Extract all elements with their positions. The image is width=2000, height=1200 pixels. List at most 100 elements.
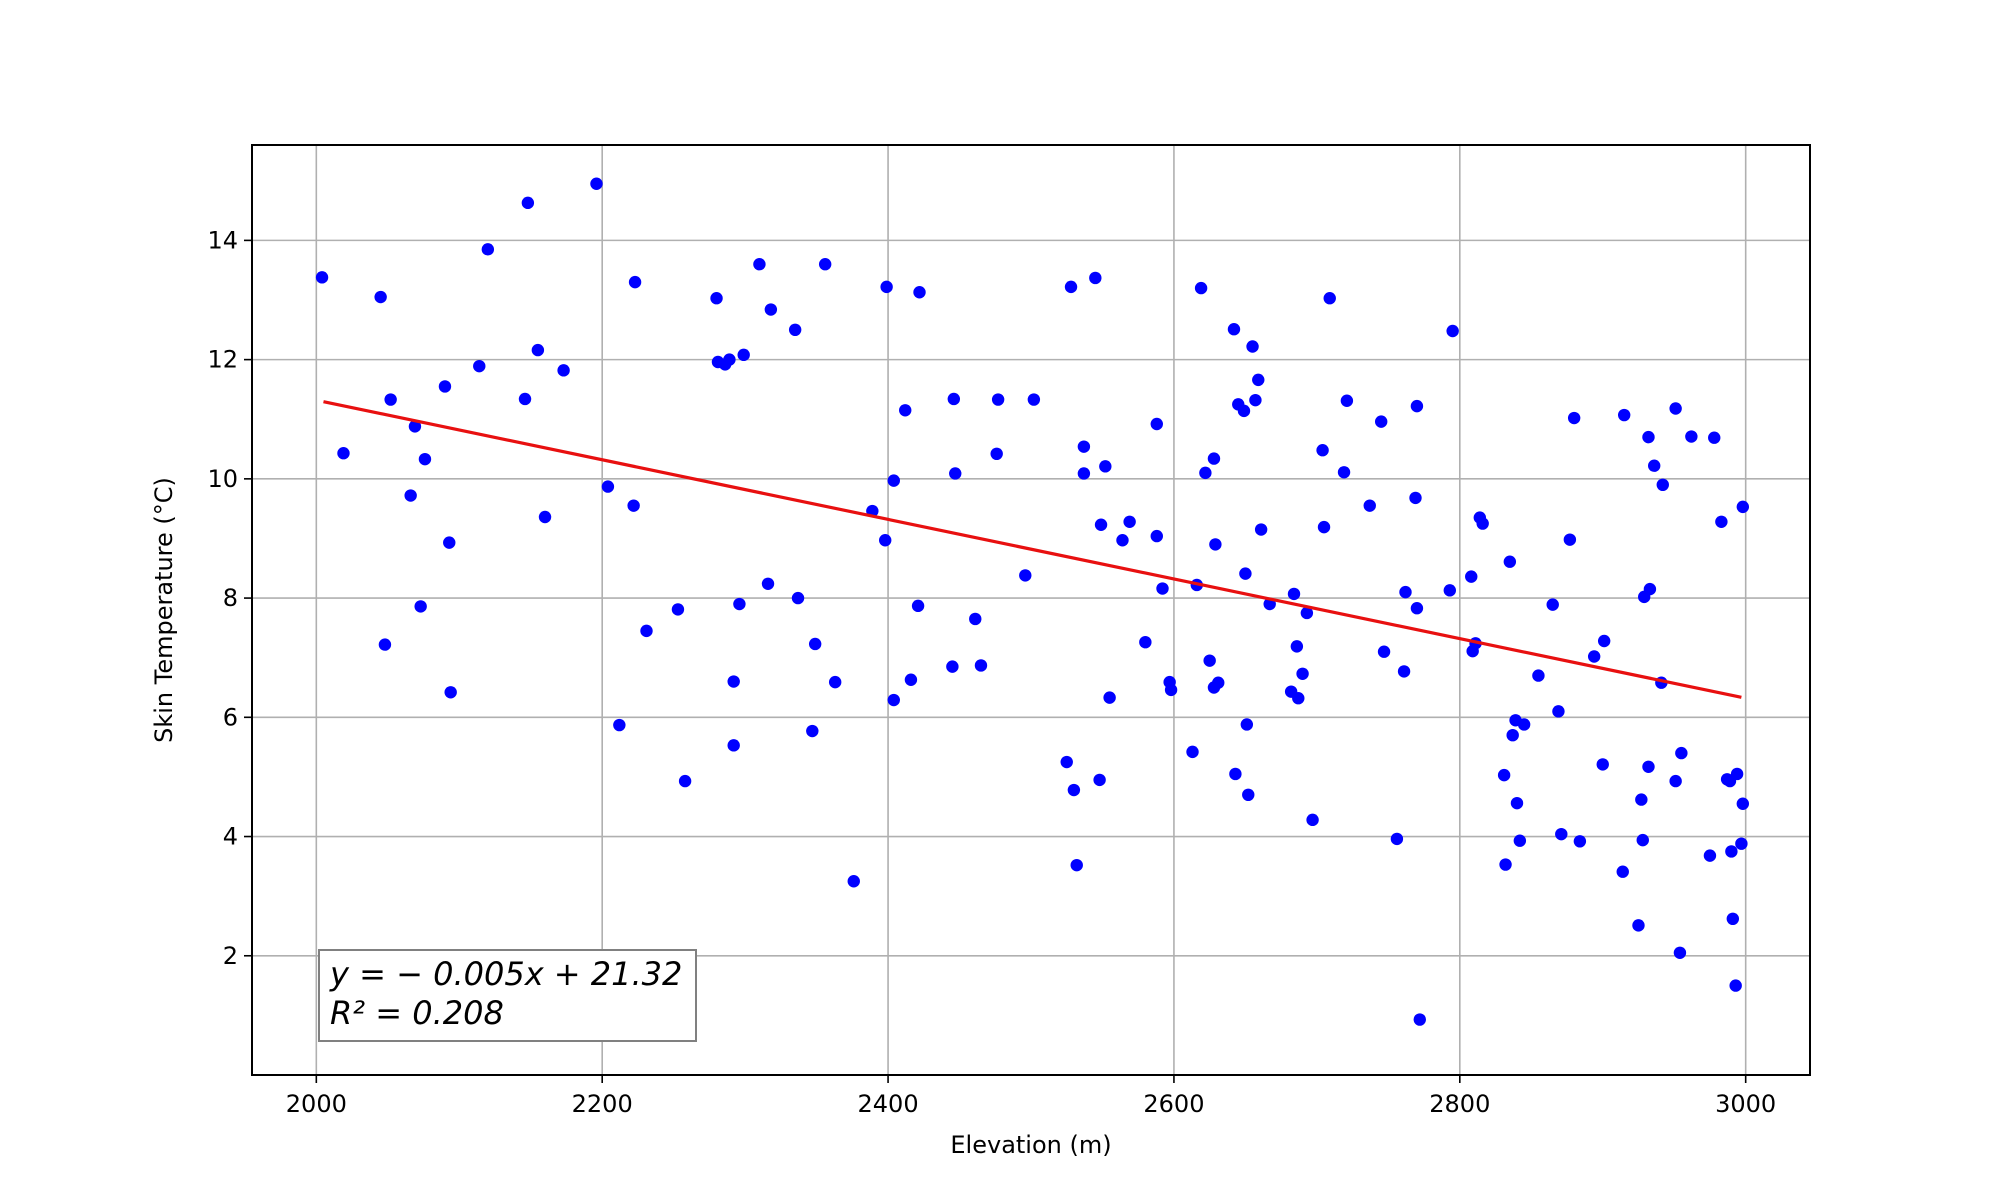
equation-text: y = − 0.005x + 21.32	[329, 955, 682, 993]
data-point	[1227, 323, 1241, 336]
data-point	[828, 675, 842, 689]
data-point	[1497, 768, 1511, 782]
y-tick-label: 10	[207, 465, 238, 493]
x-tick-label: 2200	[572, 1090, 633, 1118]
plot-frame	[251, 144, 1811, 1076]
data-point	[710, 292, 723, 305]
data-point	[887, 474, 900, 487]
data-point	[1573, 835, 1587, 848]
data-point	[1194, 281, 1208, 295]
data-point	[1292, 692, 1305, 705]
y-tick-label: 8	[223, 584, 238, 612]
data-point	[1156, 582, 1169, 595]
data-point	[879, 534, 892, 547]
y-tick-label: 6	[223, 703, 238, 731]
data-point	[1249, 393, 1262, 407]
data-point	[613, 718, 626, 732]
data-point	[678, 774, 692, 788]
data-point	[1726, 912, 1740, 926]
data-point	[1239, 567, 1252, 580]
data-point	[1616, 865, 1629, 878]
data-point	[640, 624, 653, 638]
data-point	[1027, 393, 1041, 406]
data-point	[1708, 431, 1721, 444]
data-point	[1685, 430, 1698, 443]
axis-ticks: 2000 2200 2400 2600 2800 3000 2 4 6 8 10 12 14	[207, 226, 1776, 1118]
annotation-box	[318, 949, 697, 1042]
data-point	[1240, 718, 1254, 731]
x-tick-label: 3000	[1715, 1090, 1776, 1118]
data-point	[1237, 404, 1251, 418]
data-point	[1597, 634, 1611, 648]
data-point	[1397, 665, 1411, 678]
data-point	[1089, 271, 1102, 285]
data-point	[1209, 538, 1222, 551]
data-point	[443, 536, 456, 549]
data-point	[990, 447, 1003, 461]
data-point	[1499, 858, 1512, 871]
data-point	[315, 271, 329, 284]
data-point	[378, 638, 392, 651]
data-point	[531, 343, 545, 357]
grid-lines	[252, 145, 1810, 1075]
data-point	[788, 323, 802, 337]
data-point	[1673, 946, 1687, 959]
x-tick-label: 2600	[1143, 1090, 1204, 1118]
data-point	[1246, 340, 1259, 353]
y-tick-label: 2	[223, 942, 238, 970]
data-point	[404, 489, 417, 502]
data-point	[1555, 827, 1568, 841]
data-point	[1632, 919, 1645, 932]
data-point	[1077, 440, 1091, 453]
data-point	[1207, 452, 1221, 465]
data-point	[946, 660, 959, 673]
regression-line-group	[323, 400, 1742, 699]
data-point	[628, 275, 642, 289]
data-point	[1139, 635, 1152, 649]
y-tick-label: 12	[207, 346, 238, 374]
data-point	[337, 447, 350, 460]
data-point	[806, 724, 819, 738]
data-point	[1186, 745, 1199, 759]
data-point	[753, 258, 766, 271]
data-point	[723, 353, 736, 366]
data-point	[1296, 667, 1309, 680]
data-point	[761, 577, 775, 590]
data-point	[1503, 555, 1517, 568]
y-tick-label: 14	[207, 226, 238, 254]
data-point	[1067, 783, 1081, 797]
data-point	[974, 659, 988, 672]
data-point	[1703, 849, 1717, 862]
data-point	[1725, 845, 1738, 858]
data-point	[1648, 459, 1661, 472]
data-point	[473, 359, 486, 373]
data-point	[913, 286, 926, 299]
data-point	[1715, 515, 1728, 528]
data-point	[1199, 466, 1212, 480]
data-point	[374, 290, 387, 304]
data-points	[315, 177, 1750, 1026]
data-point	[1094, 518, 1108, 531]
regression-annotation: y = − 0.005x + 21.32 R² = 0.208	[318, 949, 697, 1042]
data-point	[1506, 728, 1519, 742]
data-point	[1150, 417, 1163, 431]
data-point	[1410, 602, 1424, 615]
data-point	[1736, 500, 1750, 514]
data-point	[1374, 415, 1388, 428]
data-point	[408, 420, 422, 433]
data-point	[1323, 292, 1336, 305]
data-point	[1730, 767, 1744, 781]
data-point	[1635, 793, 1648, 806]
data-point	[590, 177, 603, 190]
data-point	[384, 393, 397, 406]
data-point	[418, 452, 432, 466]
data-point	[1064, 280, 1078, 294]
data-point	[1116, 534, 1129, 547]
data-point	[1446, 324, 1459, 338]
data-point	[1643, 582, 1657, 596]
data-point	[1567, 411, 1581, 425]
data-point	[1363, 499, 1376, 512]
data-point	[727, 739, 740, 752]
